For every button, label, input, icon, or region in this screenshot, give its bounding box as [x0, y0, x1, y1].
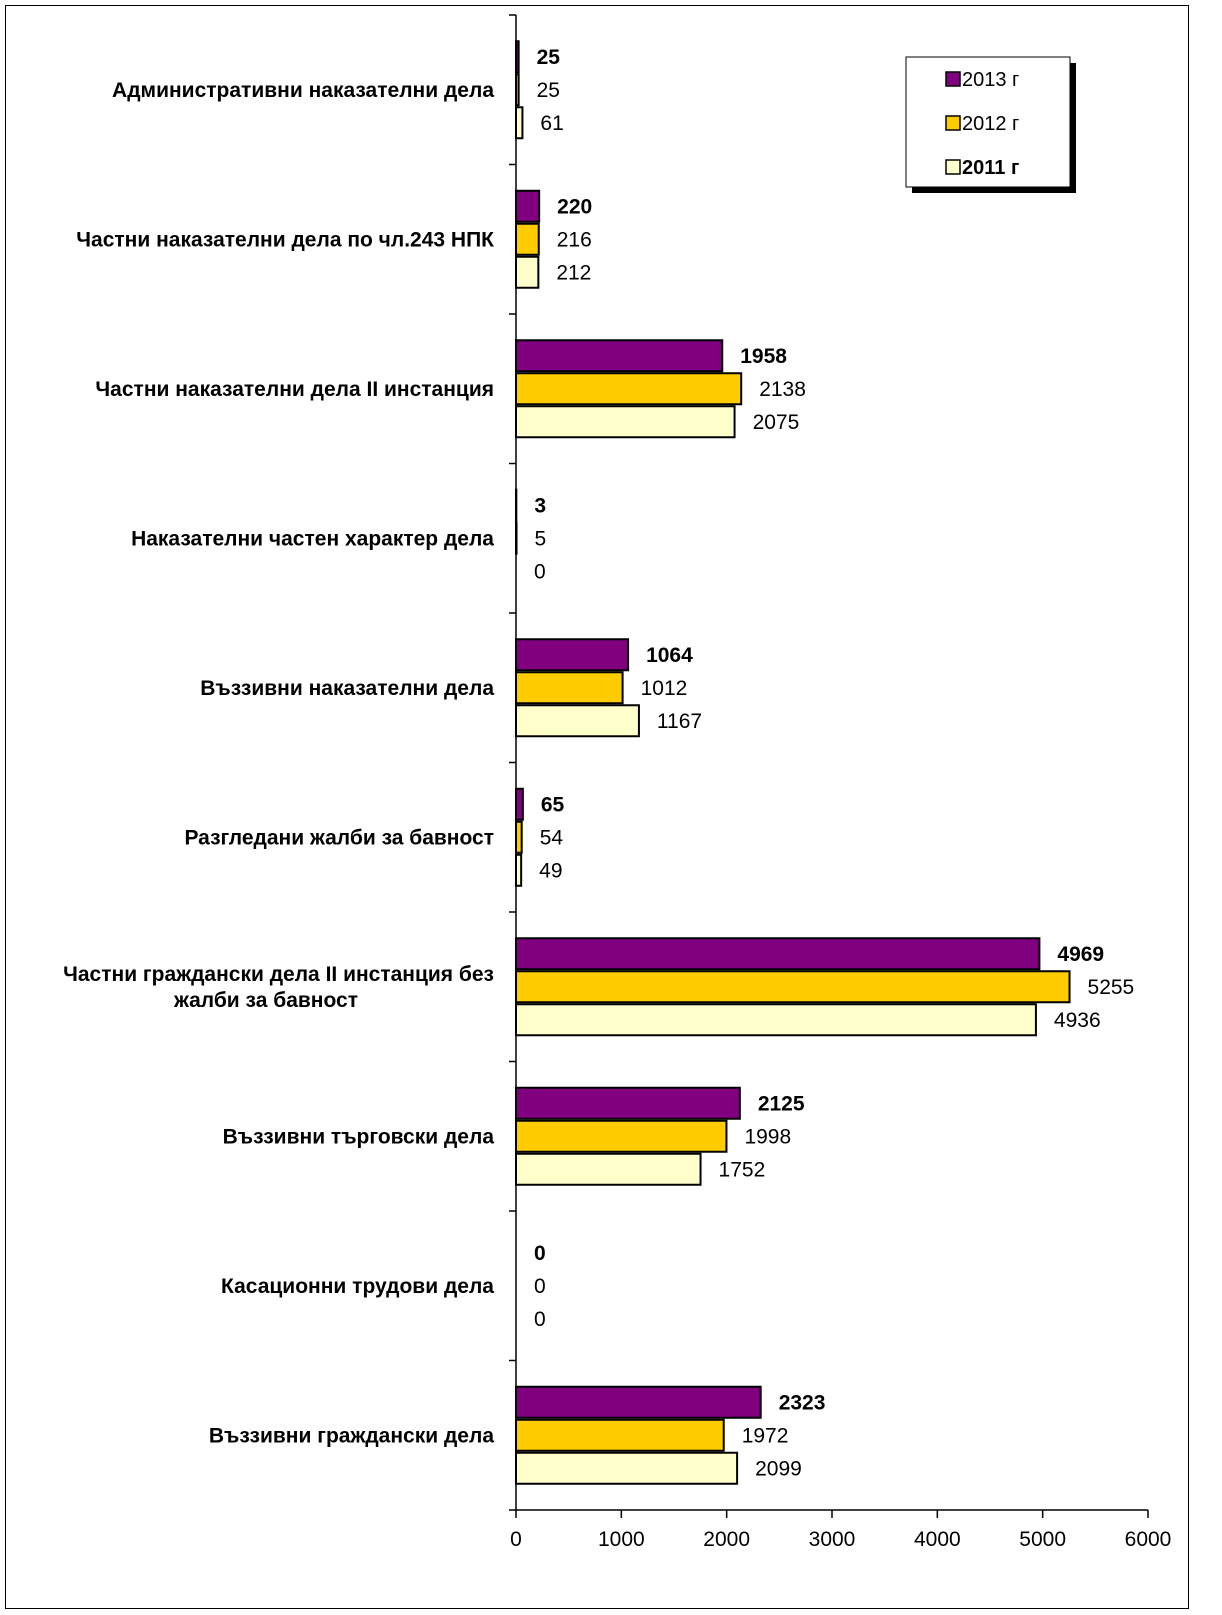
bar-6-series-1	[515, 787, 524, 821]
bar-8-series-3	[515, 1152, 702, 1186]
category-label-3: Частни наказателни дела II инстанция	[95, 378, 494, 401]
legend-label-3: 2011 г	[962, 157, 1019, 179]
value-label-1-series-3: 61	[540, 112, 563, 135]
bar-10-series-3	[515, 1451, 739, 1485]
value-label-9-series-3: 0	[534, 1308, 546, 1331]
bar-3-series-1	[515, 339, 724, 373]
bar-6-series-3	[515, 853, 523, 887]
legend-box	[905, 56, 1071, 188]
value-label-9-series-2: 0	[534, 1275, 546, 1298]
value-label-7-series-3: 4936	[1054, 1009, 1101, 1032]
bar-5-series-2	[515, 671, 624, 705]
bar-3-series-3	[515, 405, 736, 439]
category-label-5: Въззивни наказателни дела	[200, 677, 494, 700]
bar-6-series-2	[515, 820, 523, 854]
bar-7-series-2	[515, 970, 1071, 1004]
value-tick-label-3: 3000	[809, 1528, 856, 1551]
value-label-7-series-2: 5255	[1088, 976, 1135, 999]
value-label-10-series-3: 2099	[755, 1457, 802, 1480]
value-label-6-series-3: 49	[539, 859, 562, 882]
value-label-6-series-2: 54	[540, 826, 564, 849]
category-label-1: Административни наказателни дела	[112, 79, 494, 102]
bar-10-series-2	[515, 1418, 725, 1452]
value-label-8-series-2: 1998	[744, 1125, 791, 1148]
bar-7-series-1	[515, 937, 1041, 971]
value-label-5-series-1: 1064	[646, 644, 693, 667]
value-label-1-series-2: 25	[537, 79, 560, 102]
chart-frame	[5, 5, 1189, 1609]
bar-2-series-2	[515, 222, 540, 256]
legend-label-2: 2012 г	[962, 113, 1019, 135]
value-label-5-series-2: 1012	[641, 677, 688, 700]
category-label-9: Касационни трудови дела	[221, 1275, 494, 1298]
bar-5-series-1	[515, 638, 630, 672]
value-label-10-series-1: 2323	[779, 1391, 826, 1414]
value-tick-label-6: 6000	[1125, 1528, 1172, 1551]
category-label-7-line-1: Частни граждански дела II инстанция без	[63, 963, 494, 986]
category-label-10: Въззивни граждански дела	[209, 1424, 494, 1447]
category-label-2: Частни наказателни дела по чл.243 НПК	[76, 228, 494, 251]
value-tick-label-1: 1000	[598, 1528, 645, 1551]
category-label-8: Въззивни търговски дела	[223, 1125, 495, 1148]
value-label-8-series-3: 1752	[719, 1158, 766, 1181]
bar-3-series-2	[515, 372, 743, 406]
value-label-4-series-3: 0	[534, 560, 546, 583]
value-label-2-series-2: 216	[557, 228, 592, 251]
legend-swatch-3	[945, 159, 961, 175]
bar-2-series-1	[515, 189, 541, 223]
bar-8-series-2	[515, 1119, 728, 1153]
legend-swatch-2	[945, 115, 961, 131]
category-label-7-line-2: жалби за бавност	[173, 989, 358, 1012]
bar-1-series-3	[515, 106, 524, 140]
value-label-2-series-1: 220	[557, 195, 592, 218]
bar-10-series-1	[515, 1385, 762, 1419]
value-tick-label-2: 2000	[703, 1528, 750, 1551]
bar-8-series-1	[515, 1086, 741, 1120]
bar-5-series-3	[515, 704, 640, 738]
category-label-6: Разгледани жалби за бавност	[184, 826, 494, 849]
legend-swatch-1	[945, 71, 961, 87]
value-label-9-series-1: 0	[534, 1242, 546, 1265]
value-tick-label-4: 4000	[914, 1528, 961, 1551]
value-label-3-series-3: 2075	[753, 411, 800, 434]
value-label-5-series-3: 1167	[657, 710, 702, 733]
value-label-10-series-2: 1972	[742, 1424, 789, 1447]
category-label-4: Наказателни частен характер дела	[131, 527, 494, 550]
bar-2-series-3	[515, 255, 540, 289]
value-tick-label-0: 0	[510, 1528, 522, 1551]
value-label-7-series-1: 4969	[1057, 943, 1104, 966]
value-tick-label-5: 5000	[1019, 1528, 1066, 1551]
value-label-1-series-1: 25	[537, 46, 561, 69]
value-label-4-series-1: 3	[534, 494, 546, 517]
value-label-3-series-1: 1958	[740, 345, 787, 368]
value-label-4-series-2: 5	[535, 527, 547, 550]
bar-7-series-3	[515, 1003, 1037, 1037]
value-label-2-series-3: 212	[556, 261, 591, 284]
value-label-8-series-1: 2125	[758, 1092, 805, 1115]
value-label-3-series-2: 2138	[759, 378, 806, 401]
legend-label-1: 2013 г	[962, 69, 1019, 91]
value-label-6-series-1: 65	[541, 793, 565, 816]
